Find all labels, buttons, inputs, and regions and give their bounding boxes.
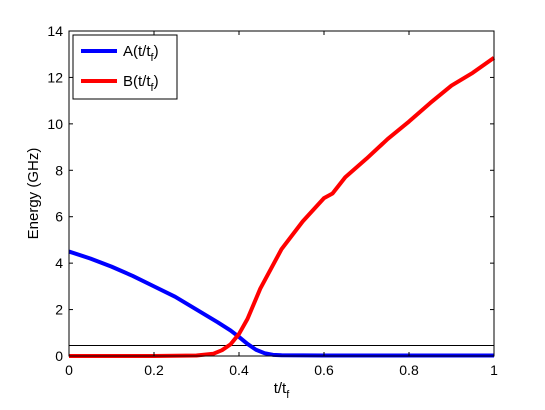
legend: A(t/tf)B(t/tf): [72, 34, 178, 100]
y-tick-label: 6: [55, 209, 63, 225]
legend-label-suffix: ): [154, 73, 159, 90]
x-tick-label: 0.6: [314, 362, 334, 378]
legend-label-a: A(t/tf): [123, 43, 159, 64]
x-axis-label-subscript: f: [286, 389, 290, 401]
y-tick-label: 12: [47, 69, 63, 85]
y-tick-label: 14: [47, 23, 63, 39]
legend-label-subscript: f: [151, 82, 155, 94]
x-axis-label: t/tf: [274, 380, 291, 401]
legend-label-suffix: ): [154, 43, 159, 60]
y-tick-label: 10: [47, 116, 63, 132]
y-axis-label: Energy (GHz): [25, 148, 42, 240]
x-tick-label: 0.2: [144, 362, 164, 378]
axes-layer: [68, 30, 495, 357]
x-axis-label-main: t/t: [274, 380, 287, 397]
legend-label-main: A(t/t: [123, 43, 151, 60]
legend-label-main: B(t/t: [123, 73, 151, 90]
x-tick-label: 0: [65, 362, 73, 378]
y-tick-label: 4: [55, 255, 63, 271]
legend-label-b: B(t/tf): [123, 73, 159, 94]
y-tick-label: 2: [55, 302, 63, 318]
y-tick-label: 8: [55, 162, 63, 178]
x-tick-label: 1: [490, 362, 498, 378]
y-tick-label: 0: [55, 348, 63, 364]
x-tick-label: 0.4: [229, 362, 249, 378]
legend-box: [72, 34, 178, 100]
axes-frame: [68, 30, 495, 357]
legend-label-subscript: f: [151, 52, 155, 64]
series-line-b: [69, 56, 496, 358]
x-tick-label: 0.8: [399, 362, 419, 378]
